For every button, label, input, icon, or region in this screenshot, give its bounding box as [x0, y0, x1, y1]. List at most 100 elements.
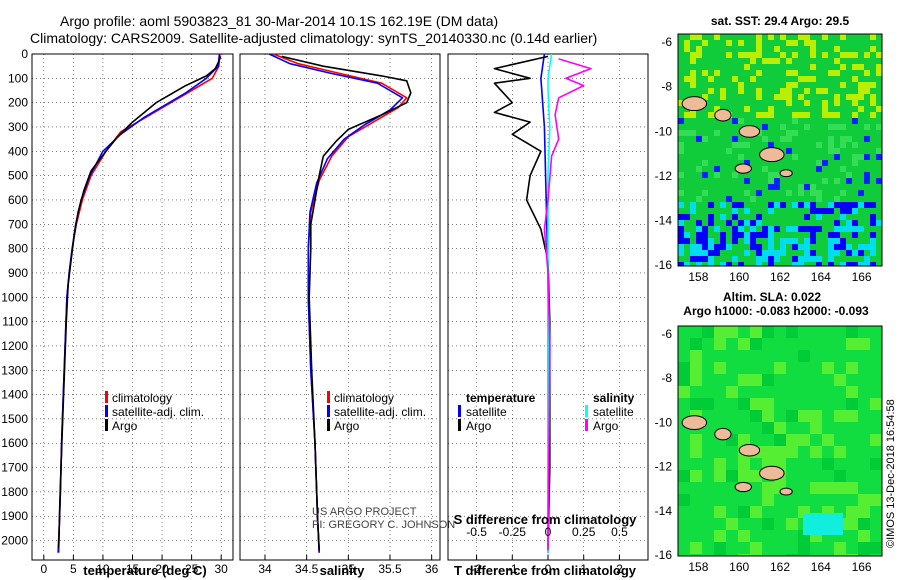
x-tick-label: 25 [185, 562, 199, 576]
lat-tick-label: -16 [655, 258, 673, 272]
s-difference-xlabel: S difference from climatology [454, 512, 638, 527]
header-line1: Argo profile: aoml 5903823_81 30-Mar-201… [60, 13, 498, 29]
legend-swatch-satellite [105, 405, 108, 417]
island-shape [759, 465, 785, 481]
series-line-satellite-adj-clim- [268, 53, 404, 553]
island-shape [759, 147, 785, 163]
difference-legend-left: temperature satellite Argo [458, 391, 536, 433]
legend-swatch-satellite [327, 405, 330, 417]
legend-argo: Argo [334, 419, 360, 433]
s-difference-tick-labels: -0.5 -0.25 0 0.25 0.5 [466, 525, 628, 539]
y-tick-label: 1700 [1, 461, 28, 475]
sla-map-title1: Altim. SLA: 0.022 [723, 290, 821, 304]
y-tick-label: 1400 [1, 388, 28, 402]
depth-tick-labels: 0 100 200 300 400 500 600 700 800 900 1000 1100 1200… [1, 47, 28, 548]
sst-field [678, 34, 882, 266]
t-difference-tick-labels: -2 -1 0 1 2 [471, 555, 623, 576]
y-tick-label: 100 [8, 71, 28, 85]
y-tick-label: 2000 [1, 534, 28, 548]
legend-swatch-argo [327, 419, 330, 431]
series-line-climatology [273, 53, 408, 553]
lon-tick-label: 162 [770, 270, 790, 284]
y-tick-label: 300 [8, 120, 28, 134]
lat-tick-label: -12 [655, 460, 673, 474]
x-tick-label: -2 [471, 562, 482, 576]
lon-tick-label: 164 [811, 560, 831, 574]
header-line2: Climatology: CARS2009. Satellite-adjuste… [30, 30, 597, 46]
lon-tick-label: 162 [770, 560, 790, 574]
y-tick-label: 500 [8, 169, 28, 183]
sst-map-title: sat. SST: 29.4 Argo: 29.5 [711, 14, 850, 28]
series-line-argo [281, 55, 412, 551]
x-tick-label: 10 [96, 562, 110, 576]
salinity-legend: climatology satellite-adj. clim. Argo [327, 391, 426, 433]
y-tick-label: 1600 [1, 436, 28, 450]
top-tick-label: 0.5 [611, 525, 628, 539]
y-tick-label: 900 [8, 266, 28, 280]
salinity-series [268, 53, 412, 553]
temperature-series [57, 53, 222, 553]
lat-tick-label: -6 [661, 327, 672, 341]
salinity-tick-labels: 34 34.5 35 35.5 36 [258, 555, 439, 576]
sla-field [678, 326, 882, 556]
y-tick-label: 0 [21, 47, 28, 61]
lat-tick-label: -10 [655, 124, 673, 138]
temperature-panel: 0100200300400500600700800900100011001200… [1, 47, 234, 578]
x-tick-label: 0 [545, 562, 552, 576]
x-tick-label: 35 [342, 562, 356, 576]
y-tick-label: 1900 [1, 509, 28, 523]
legend-satellite: satellite-adj. clim. [112, 405, 204, 419]
series-line-satellite-adj-clim- [57, 53, 221, 553]
series-line-temperature-satellite [540, 53, 549, 553]
sla-map-ticks: 158 160 162 164 166 -6 -8 -10 -12 -14 -16 [655, 327, 872, 574]
x-tick-label: 2 [616, 562, 623, 576]
lon-tick-label: 166 [852, 560, 872, 574]
y-tick-label: 1000 [1, 290, 28, 304]
t-difference-xlabel: T difference from climatology [454, 563, 637, 578]
x-tick-label: 20 [155, 562, 169, 576]
island-shape [779, 487, 793, 496]
top-tick-label: -0.25 [499, 525, 527, 539]
lon-tick-label: 164 [811, 270, 831, 284]
sst-map: sat. SST: 29.4 Argo: 29.5 158 160 162 164 16… [655, 14, 883, 284]
lat-tick-label: -8 [661, 371, 672, 385]
lat-tick-label: -16 [655, 548, 673, 562]
y-tick-label: 400 [8, 144, 28, 158]
island-shape [738, 443, 761, 457]
x-tick-label: 36 [425, 562, 439, 576]
legend-t-argo: Argo [466, 419, 492, 433]
island-shape [779, 169, 793, 178]
x-tick-label: 5 [70, 562, 77, 576]
legend-argo: Argo [112, 419, 138, 433]
temperature-legend: climatology satellite-adj. clim. Argo [105, 391, 204, 433]
lon-tick-label: 160 [729, 270, 749, 284]
series-line-salinity-satellite [547, 53, 553, 553]
lat-tick-label: -6 [661, 35, 672, 49]
difference-panel: -2 -1 0 1 2 -0.5 -0.25 0 0.25 0.5 T difference f… [447, 53, 649, 578]
series-line-salinity-argo [543, 58, 592, 551]
temperature-tick-labels: 0 5 10 15 20 25 30 [40, 555, 228, 576]
y-tick-label: 1300 [1, 363, 28, 377]
y-tick-label: 600 [8, 193, 28, 207]
series-line-climatology [57, 53, 221, 553]
salinity-panel: 34 34.5 35 35.5 36 salinity climatology sate… [239, 53, 455, 578]
y-tick-label: 200 [8, 96, 28, 110]
x-tick-label: 34 [258, 562, 272, 576]
series-line-argo [57, 56, 222, 548]
legend-climatology: climatology [334, 391, 394, 405]
legend-swatch-climatology [105, 391, 108, 403]
legend-salinity-title: salinity [593, 391, 635, 405]
legend-swatch-s-satellite [585, 405, 588, 417]
x-tick-label: 34.5 [295, 562, 319, 576]
y-tick-label: 1100 [2, 315, 28, 329]
legend-climatology: climatology [112, 391, 172, 405]
x-tick-label: 35.5 [378, 562, 402, 576]
difference-series [493, 53, 592, 553]
lon-tick-label: 166 [852, 270, 872, 284]
legend-s-satellite: satellite [593, 405, 634, 419]
legend-swatch-argo [105, 419, 108, 431]
lat-tick-label: -12 [655, 169, 673, 183]
island-shape [734, 481, 752, 493]
lon-tick-label: 158 [688, 270, 708, 284]
lat-tick-label: -14 [655, 213, 673, 227]
